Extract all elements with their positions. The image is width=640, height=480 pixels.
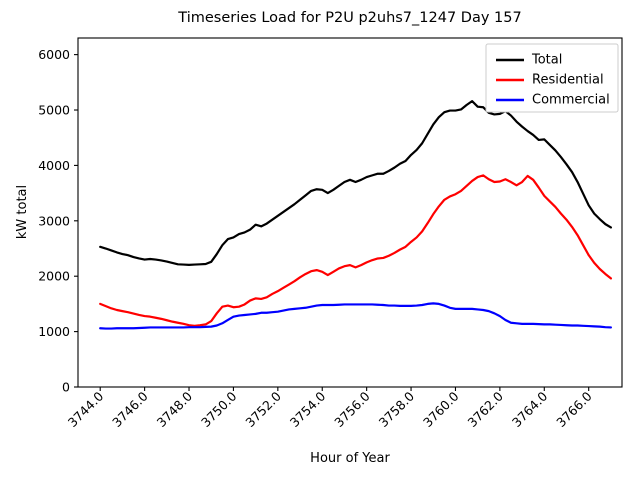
chart-title: Timeseries Load for P2U p2uhs7_1247 Day …: [177, 10, 521, 26]
y-tick-label: 1000: [38, 324, 70, 339]
y-tick-label: 4000: [38, 158, 70, 173]
y-tick-label: 6000: [38, 47, 70, 62]
y-tick-label: 0: [62, 380, 70, 395]
x-axis-label: Hour of Year: [310, 451, 390, 466]
y-tick-label: 5000: [38, 103, 70, 118]
series-layer: [99, 100, 613, 330]
chart-legend: Total Residential Commercial: [485, 43, 619, 113]
axes-frame: [77, 37, 623, 388]
legend-label-commercial: Commercial: [532, 93, 610, 108]
legend-label-total: Total: [531, 53, 562, 68]
series-line-residential: [99, 174, 613, 327]
series-line-total: [99, 100, 613, 266]
y-axis-label: kW total: [15, 185, 30, 239]
legend-label-residential: Residential: [532, 73, 604, 88]
y-axis-ticks: 0 1000 2000 3000 4000 5000 6000: [38, 47, 78, 395]
series-line-commercial: [99, 302, 613, 330]
legend-entries: Total Residential Commercial: [496, 53, 610, 108]
y-tick-label: 2000: [38, 269, 70, 284]
y-tick-label: 3000: [38, 213, 70, 228]
